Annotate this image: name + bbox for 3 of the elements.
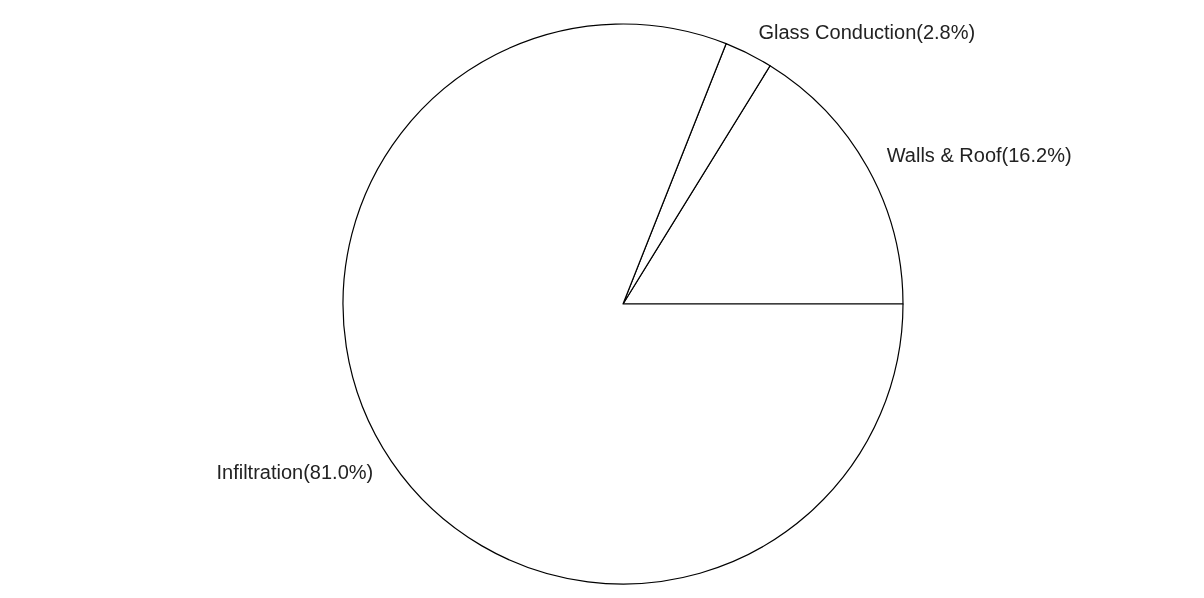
slice-label: Infiltration(81.0%): [216, 461, 374, 484]
slice-label: Glass Conduction(2.8%): [758, 21, 976, 44]
slice-label: Walls & Roof(16.2%): [886, 144, 1072, 167]
